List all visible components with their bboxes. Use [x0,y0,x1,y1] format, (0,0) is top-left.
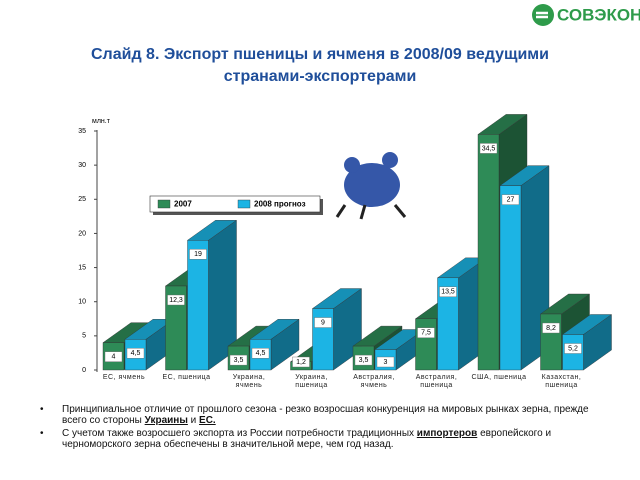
value-label-box [542,322,560,334]
legend-swatch [237,199,251,209]
value-label-box [292,356,310,368]
value-label-box [417,327,435,338]
value-label: 9 [321,319,325,326]
bullets: Принципиальное отличие от прошлого сезон… [40,404,600,452]
x-tick-label: Украина, пшеница [295,374,328,389]
value-label-box [189,249,207,260]
value-label: 27 [507,196,515,203]
value-label: 5,2 [568,345,578,352]
x-tick-label: ЕС, ячмень [102,374,146,381]
bullet-text: С учетом также возросшего экспорта из Ро… [62,428,417,439]
legend-swatch [157,199,171,209]
logo-text: СОВЭКОН [557,5,640,24]
legend: 2007 2008 прогноз [149,195,323,215]
x-tick-label: США, пшеница [471,374,527,381]
x-tick-label: Украина, ячмень [232,374,266,389]
value-label: 34,5 [482,145,496,152]
y-tick-label: 25 [78,196,86,203]
value-label: 3,5 [234,357,244,364]
value-label-box [501,194,520,205]
bar [186,219,238,371]
y-axis-label: млн.т [92,118,111,125]
legend-box [149,195,321,213]
bar-front [499,185,522,371]
slide-title: Слайд 8. Экспорт пшеницы и ячменя в 2008… [91,46,549,85]
bullet-emphasis: Украины [144,415,188,426]
clip-art [335,152,407,220]
legend-label: 2007 [174,200,192,209]
value-label: 4,5 [256,350,266,357]
value-label-box [439,286,457,298]
value-label-box [354,354,373,366]
value-label-box [251,348,270,359]
bar-front [437,277,459,371]
value-label: 1,2 [296,359,306,366]
value-label-box [167,294,185,306]
bullet: С учетом также возросшего экспорта из Ро… [40,428,600,450]
bullet-text: и [187,415,200,426]
x-tick-label: Австралия, ячмень [353,374,395,389]
x-tick-label: Казахстан, пшеница [541,374,582,389]
chart: млн.т 0 5 10 15 20 25 30 35 4 4,5 12,3 19 3,5 4,5 1,2 9… [78,114,613,374]
bullet: Принципиальное отличие от прошлого сезон… [40,404,600,426]
value-label: 19 [194,251,202,258]
value-label: 8,2 [546,325,556,332]
bullet-text: Принципиальное отличие от прошлого сезон… [62,404,589,426]
value-label: 3,5 [359,357,369,364]
y-tick-label: 35 [78,128,86,135]
y-tick-label: 10 [78,299,86,306]
value-label-box [229,354,248,366]
bar-front [477,134,500,371]
y-tick-label: 0 [82,367,86,374]
value-label-box [564,343,582,354]
value-label: 12,3 [169,297,183,304]
x-tick-label: Австралия, пшеница [415,374,458,389]
value-label: 4 [112,354,116,361]
legend-label: 2008 прогноз [254,200,306,209]
bar-front [415,318,437,371]
bar-front [187,240,209,371]
value-label: 3 [384,359,388,366]
bullet-emphasis: ЕС. [199,415,216,426]
y-tick-label: 5 [82,333,86,340]
bullet-text: европейского и черноморского зерна обесп… [62,428,552,450]
value-label: 7,5 [421,330,431,337]
bullet-emphasis: импортеров [416,428,478,439]
logo: СОВЭКОН [532,4,640,26]
y-tick-label: 15 [78,264,86,271]
value-label-box [314,317,332,328]
value-label-box [479,143,498,154]
bar-front [540,313,562,371]
y-tick-label: 30 [78,162,86,169]
logo-icon-lines [536,11,548,19]
logo-icon [532,4,554,26]
value-label: 13,5 [441,289,455,296]
y-tick-label: 20 [78,230,86,237]
value-label: 4,5 [131,350,141,357]
value-label-box [104,351,123,362]
value-label-box [376,356,395,368]
bar-front [165,285,187,371]
x-tick-label: ЕС, пшеница [162,374,211,381]
value-label-box [126,348,145,359]
